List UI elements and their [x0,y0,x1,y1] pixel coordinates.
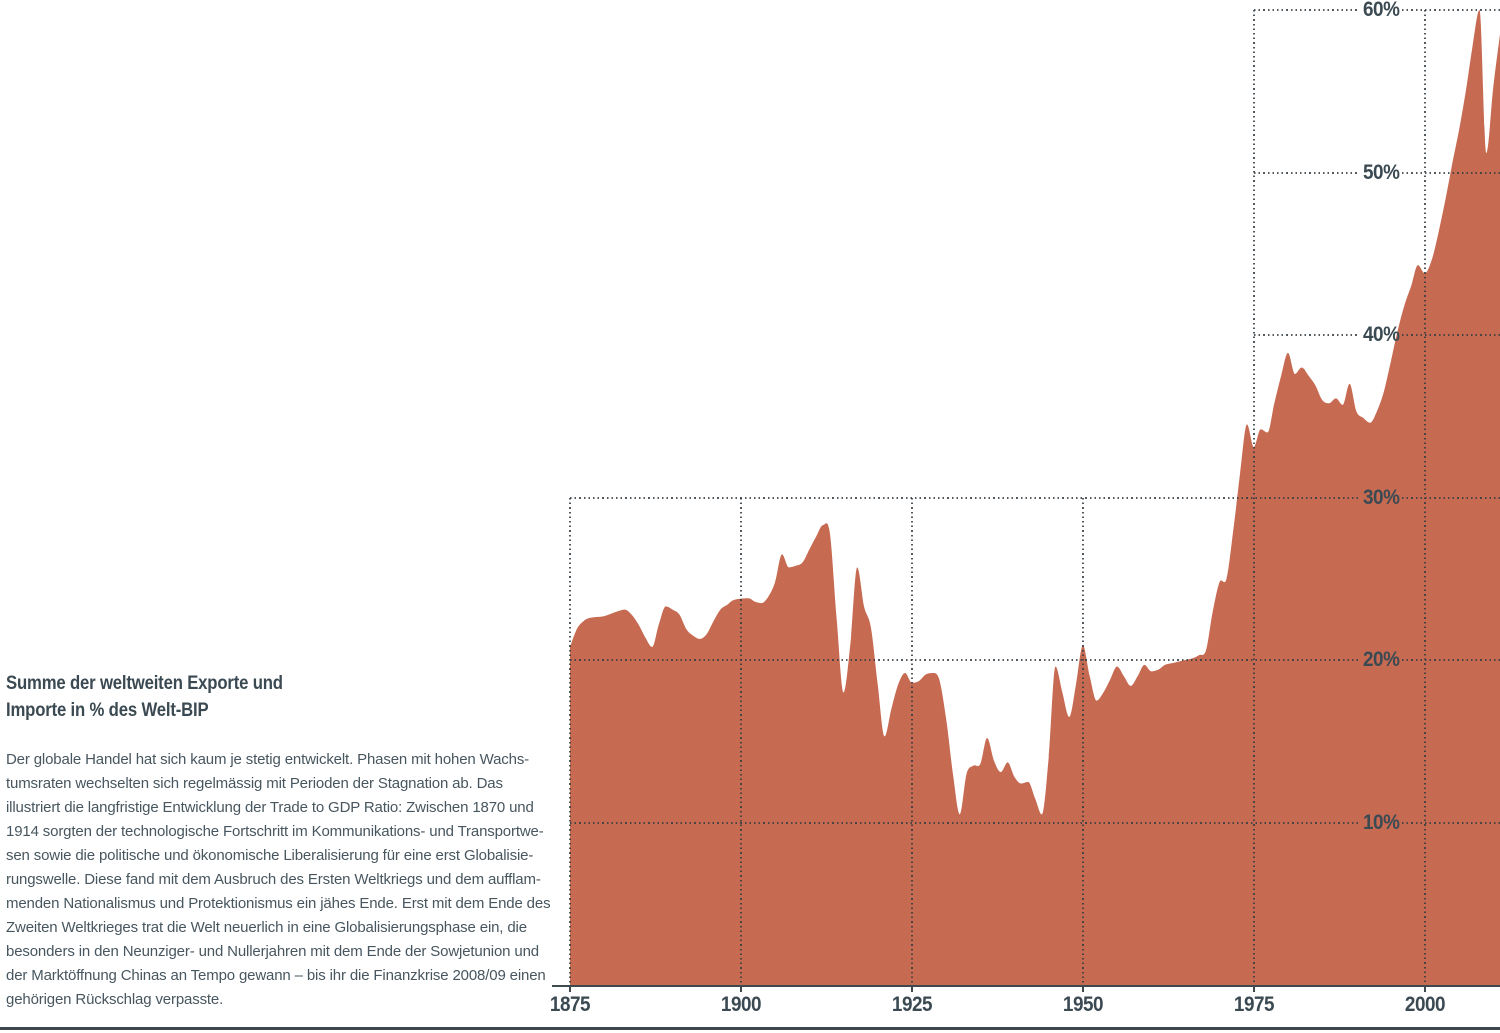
x-axis-label-1900: 1900 [720,993,762,1016]
x-axis-line [552,985,1500,987]
trade-area-fill [570,10,1500,985]
text-panel: Summe der weltweiten Exporte und Importe… [6,670,606,1012]
x-axis-label-1950: 1950 [1062,993,1104,1016]
x-axis-tick-1975 [1252,987,1255,992]
page-divider-rule [0,1027,1500,1030]
x-axis-tick-1950 [1081,987,1084,992]
x-axis-label-2000: 2000 [1404,993,1446,1016]
x-axis-tick-2000 [1423,987,1426,992]
chart-title: Summe der weltweiten Exporte und Importe… [6,673,283,721]
x-axis-tick-1900 [739,987,742,992]
chart-description: Der globale Handel hat sich kaum je stet… [6,751,551,1008]
trade-area-chart [570,10,1500,985]
x-axis-label-1975: 1975 [1233,993,1275,1016]
x-axis-tick-1925 [910,987,913,992]
x-axis-label-1925: 1925 [891,993,933,1016]
